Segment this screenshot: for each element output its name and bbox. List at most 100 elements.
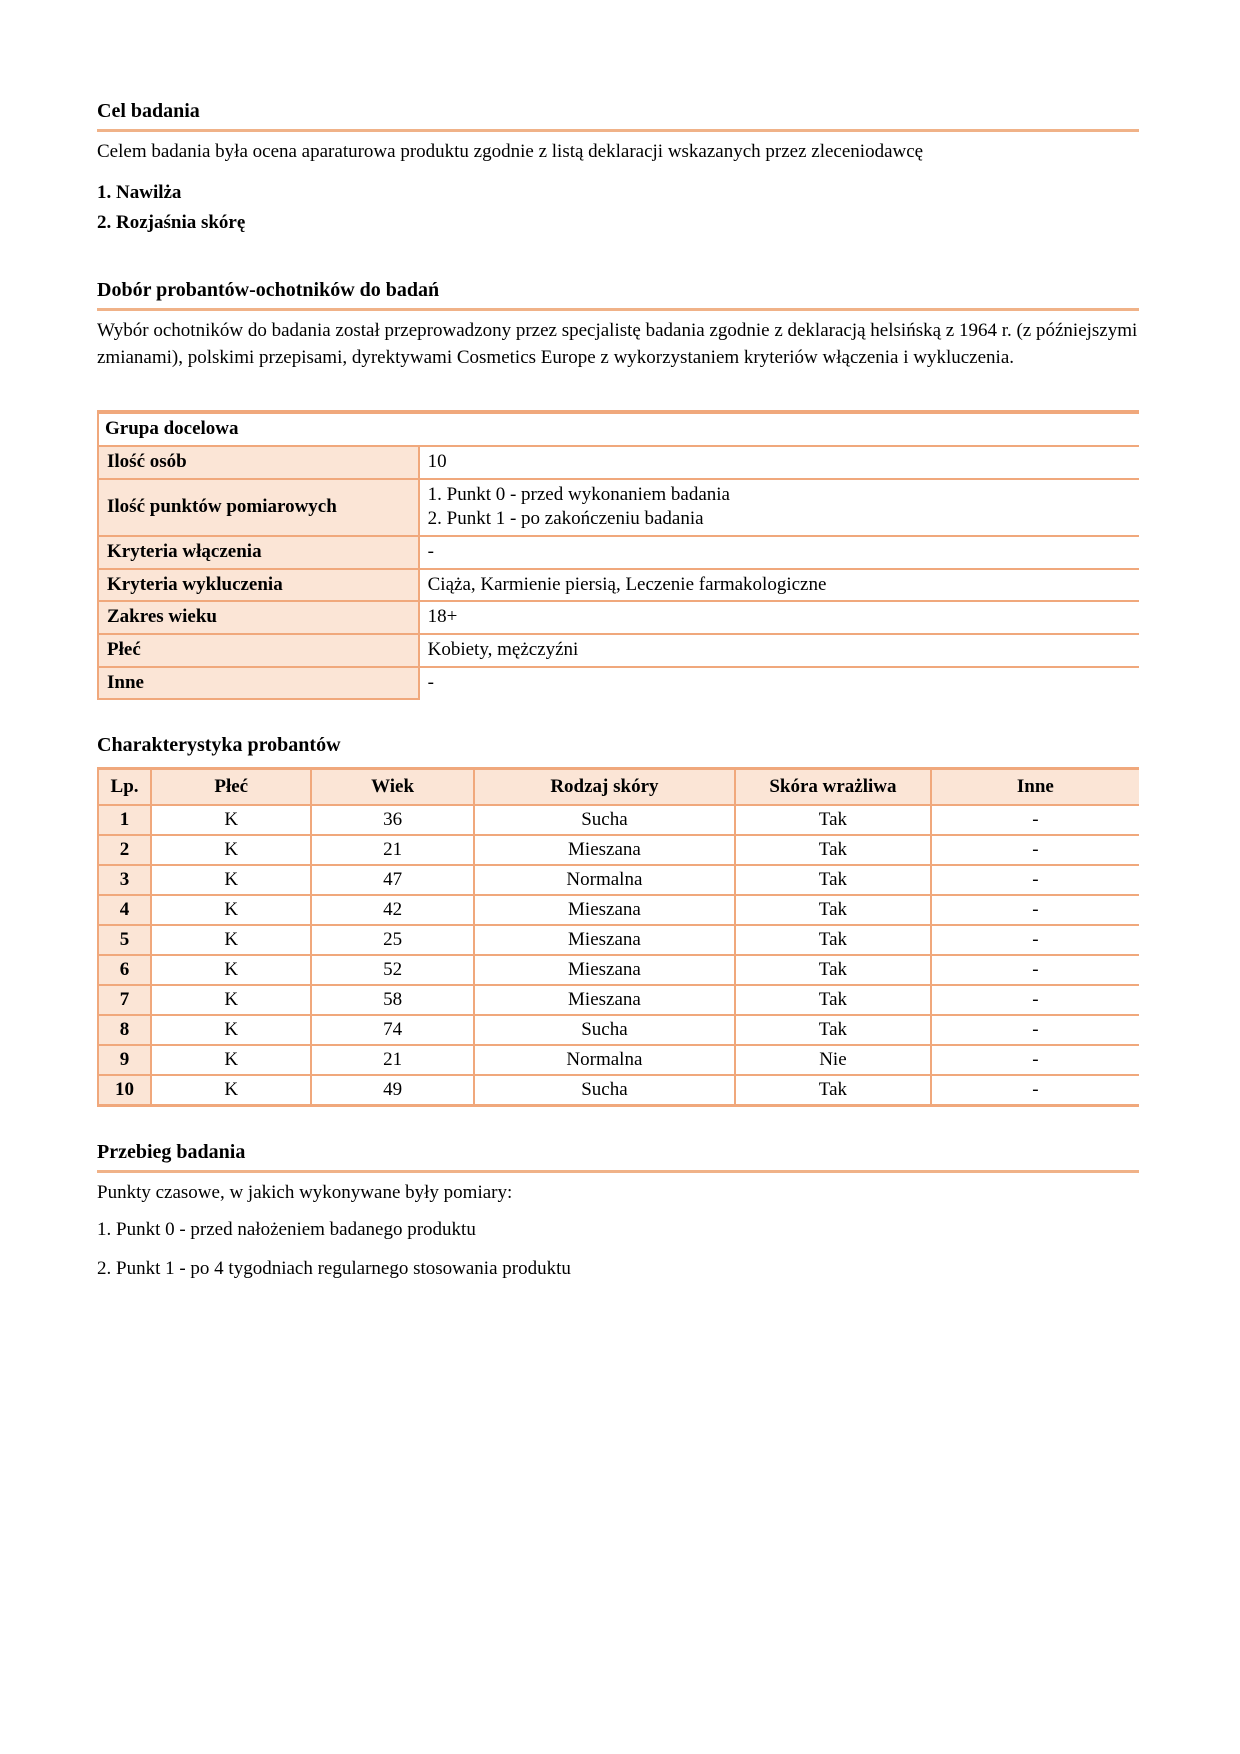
table-row: 1 K 36 Sucha Tak - <box>98 805 1139 837</box>
row-label: Inne <box>98 666 420 701</box>
table-row: Kryteria włączenia - <box>98 535 1139 570</box>
cell-inne: - <box>930 1015 1139 1047</box>
cell-wiek: 52 <box>311 955 475 987</box>
table-row: 3 K 47 Normalna Tak - <box>98 865 1139 897</box>
table-row: 10 K 49 Sucha Tak - <box>98 1075 1139 1106</box>
selection-body-text: Wybór ochotników do badania został przep… <box>97 320 1138 369</box>
cell-lp: 2 <box>98 835 153 867</box>
cell-plec: K <box>151 835 313 867</box>
table-row: 4 K 42 Mieszana Tak - <box>98 895 1139 927</box>
cell-inne: - <box>930 985 1139 1017</box>
cell-skora-wrazliwa: Tak <box>735 865 932 897</box>
cell-rodzaj-skory: Mieszana <box>473 985 737 1017</box>
table-title-row: Grupa docelowa <box>98 412 1139 447</box>
cell-lp: 4 <box>98 895 153 927</box>
cell-inne: - <box>930 1075 1139 1106</box>
cell-inne: - <box>930 895 1139 927</box>
cell-plec: K <box>151 895 313 927</box>
column-header: Rodzaj skóry <box>473 768 737 807</box>
subjects-table: Lp. Płeć Wiek Rodzaj skóry Skóra wrażliw… <box>97 767 1139 1108</box>
timepoint-item: 2. Punkt 1 - po 4 tygodniach regularnego… <box>97 1258 571 1280</box>
table-row: Ilość punktów pomiarowych 1. Punkt 0 - p… <box>98 478 1139 537</box>
cell-plec: K <box>151 1045 313 1077</box>
procedure-section-heading: Przebieg badania <box>97 1141 1139 1174</box>
cell-rodzaj-skory: Normalna <box>473 865 737 897</box>
cell-skora-wrazliwa: Tak <box>735 895 932 927</box>
cell-plec: K <box>151 1015 313 1047</box>
cell-wiek: 36 <box>311 805 475 837</box>
table-row: 9 K 21 Normalna Nie - <box>98 1045 1139 1077</box>
cell-inne: - <box>930 955 1139 987</box>
cell-wiek: 25 <box>311 925 475 957</box>
cell-skora-wrazliwa: Nie <box>735 1045 932 1077</box>
row-value: 1. Punkt 0 - przed wykonaniem badania 2.… <box>418 478 1139 537</box>
row-label: Kryteria włączenia <box>98 535 420 570</box>
row-label: Płeć <box>98 634 420 668</box>
cell-inne: - <box>930 805 1139 837</box>
cell-rodzaj-skory: Mieszana <box>473 835 737 867</box>
cell-skora-wrazliwa: Tak <box>735 1075 932 1106</box>
cell-rodzaj-skory: Mieszana <box>473 955 737 987</box>
column-header: Lp. <box>98 768 153 807</box>
row-value: 10 <box>418 445 1139 480</box>
table-header-row: Lp. Płeć Wiek Rodzaj skóry Skóra wrażliw… <box>98 768 1139 807</box>
characteristics-section-heading: Charakterystyka probantów <box>97 734 341 757</box>
cell-lp: 3 <box>98 865 153 897</box>
cell-rodzaj-skory: Mieszana <box>473 925 737 957</box>
table-row: Zakres wieku 18+ <box>98 601 1139 635</box>
cell-lp: 5 <box>98 925 153 957</box>
cell-skora-wrazliwa: Tak <box>735 805 932 837</box>
cell-wiek: 21 <box>311 1045 475 1077</box>
row-value: - <box>418 535 1139 570</box>
table-row: 7 K 58 Mieszana Tak - <box>98 985 1139 1017</box>
cell-inne: - <box>930 835 1139 867</box>
row-value: Ciąża, Karmienie piersią, Leczenie farma… <box>418 568 1139 603</box>
cell-lp: 1 <box>98 805 153 837</box>
cell-plec: K <box>151 985 313 1017</box>
table-row: Ilość osób 10 <box>98 445 1139 480</box>
cell-wiek: 58 <box>311 985 475 1017</box>
table-row: Kryteria wykluczenia Ciąża, Karmienie pi… <box>98 568 1139 603</box>
column-header: Inne <box>930 768 1139 807</box>
cell-plec: K <box>151 925 313 957</box>
row-label: Zakres wieku <box>98 601 420 635</box>
cell-wiek: 47 <box>311 865 475 897</box>
column-header: Skóra wrażliwa <box>735 768 932 807</box>
cell-wiek: 49 <box>311 1075 475 1106</box>
claim-item: 1. Nawilża <box>97 181 182 203</box>
cell-rodzaj-skory: Sucha <box>473 1015 737 1047</box>
cell-lp: 7 <box>98 985 153 1017</box>
column-header: Wiek <box>311 768 475 807</box>
cell-plec: K <box>151 865 313 897</box>
goal-section-heading: Cel badania <box>97 100 1139 132</box>
cell-inne: - <box>930 865 1139 897</box>
row-label: Ilość punktów pomiarowych <box>98 478 420 537</box>
cell-lp: 10 <box>98 1075 153 1106</box>
cell-rodzaj-skory: Mieszana <box>473 895 737 927</box>
cell-inne: - <box>930 1045 1139 1077</box>
cell-skora-wrazliwa: Tak <box>735 985 932 1017</box>
cell-skora-wrazliwa: Tak <box>735 925 932 957</box>
row-value: 18+ <box>418 601 1139 635</box>
column-header: Płeć <box>151 768 313 807</box>
cell-skora-wrazliwa: Tak <box>735 955 932 987</box>
cell-lp: 6 <box>98 955 153 987</box>
cell-inne: - <box>930 925 1139 957</box>
cell-rodzaj-skory: Normalna <box>473 1045 737 1077</box>
row-label: Kryteria wykluczenia <box>98 568 420 603</box>
row-label: Ilość osób <box>98 445 420 480</box>
table-row: 2 K 21 Mieszana Tak - <box>98 835 1139 867</box>
cell-wiek: 42 <box>311 895 475 927</box>
table-row: Płeć Kobiety, mężczyźni <box>98 634 1139 668</box>
cell-skora-wrazliwa: Tak <box>735 835 932 867</box>
cell-rodzaj-skory: Sucha <box>473 1075 737 1106</box>
cell-plec: K <box>151 805 313 837</box>
cell-lp: 8 <box>98 1015 153 1047</box>
cell-plec: K <box>151 1075 313 1106</box>
selection-section-heading: Dobór probantów-ochotników do badań <box>97 279 1139 312</box>
table-row: Inne - <box>98 666 1139 701</box>
target-group-table-title: Grupa docelowa <box>98 412 1139 447</box>
table-row: 8 K 74 Sucha Tak - <box>98 1015 1139 1047</box>
cell-skora-wrazliwa: Tak <box>735 1015 932 1047</box>
